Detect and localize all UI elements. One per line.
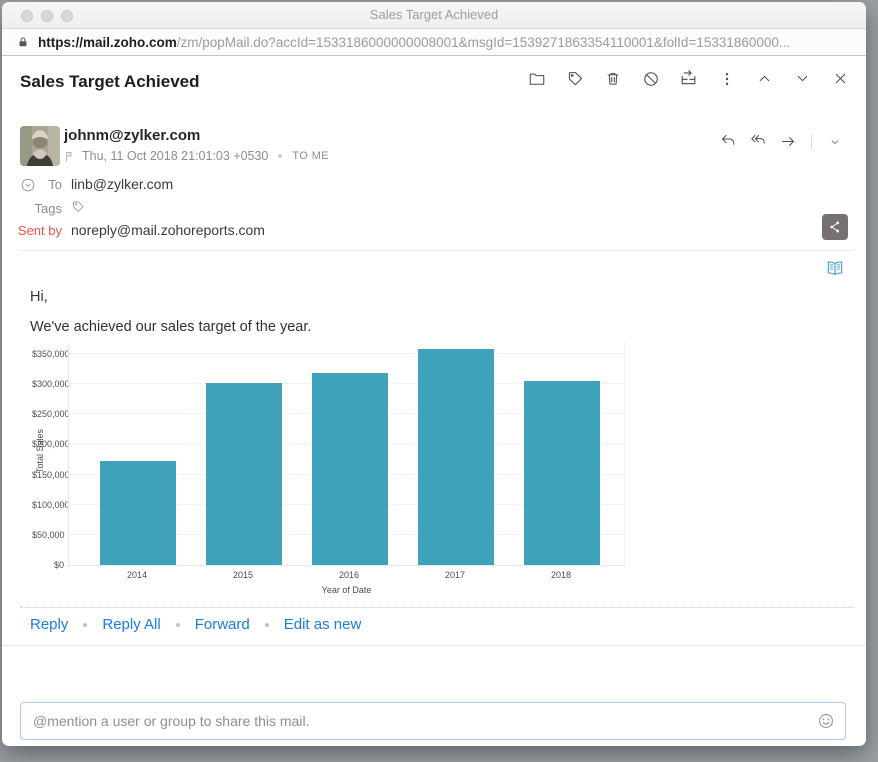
traffic-light-minimize[interactable] <box>41 10 53 22</box>
actions-bottom-divider <box>2 645 866 646</box>
mail-subject: Sales Target Achieved <box>20 72 200 91</box>
action-forward[interactable]: Forward <box>194 616 250 633</box>
x-tick-label: 2015 <box>232 570 254 580</box>
bar-2016 <box>312 373 388 565</box>
y-tick-label: $100,000 <box>32 499 70 510</box>
mention-input[interactable] <box>21 703 845 739</box>
emoji-icon[interactable] <box>817 712 835 730</box>
sent-by-value: noreply@mail.zohoreports.com <box>71 222 265 238</box>
window-title: Sales Target Achieved <box>369 7 499 22</box>
close-icon[interactable] <box>831 69 850 88</box>
bar-2015 <box>206 382 282 565</box>
tags-label: Tags <box>34 201 62 216</box>
mail-toolbar <box>527 69 850 88</box>
share-icon <box>830 221 840 233</box>
reading-mode-icon[interactable] <box>825 259 845 279</box>
sent-by-label: Sent by <box>17 222 62 238</box>
to-label: To <box>48 176 62 192</box>
mail-date: Thu, 11 Oct 2018 21:01:03 +0530 <box>82 149 269 163</box>
mention-bar <box>20 702 846 740</box>
sales-bar-chart: Total Sales $0 $50,000 $100,000 $150,000 $20… <box>32 342 632 600</box>
x-tick-label: 2016 <box>338 570 360 580</box>
bar-2017 <box>418 349 494 565</box>
tags-row: Tags <box>2 200 85 217</box>
flag-icon[interactable] <box>64 150 76 163</box>
add-tag-icon[interactable] <box>71 200 85 217</box>
y-tick-label: $0 <box>53 560 64 570</box>
action-reply-all[interactable]: Reply All <box>102 616 161 633</box>
action-reply[interactable]: Reply <box>30 616 69 633</box>
address-bar[interactable]: https://mail.zoho.com/zm/popMail.do?accI… <box>2 29 866 56</box>
y-tick-label: $200,000 <box>32 439 70 450</box>
x-tick-label: 2018 <box>550 570 572 580</box>
to-value[interactable]: linb@zylker.com <box>71 176 174 192</box>
traffic-lights <box>21 10 73 22</box>
chart-x-axis-label: Year of Date <box>321 585 372 595</box>
y-tick-label: $350,000 <box>32 348 70 359</box>
previous-mail-icon[interactable] <box>755 69 774 88</box>
x-tick-label: 2014 <box>126 570 148 580</box>
bar-2018 <box>524 381 600 565</box>
mail-content: Sales Target Achieved <box>2 56 866 745</box>
mark-spam-icon[interactable] <box>641 69 660 88</box>
mail-greeting: Hi, <box>30 289 48 305</box>
traffic-light-close[interactable] <box>21 10 33 22</box>
sent-by-row: Sent by noreply@mail.zohoreports.com <box>2 222 265 238</box>
chart-plot-area <box>68 342 625 566</box>
chart-x-ticks: 2014 2015 2016 2017 2018 <box>68 570 625 581</box>
reply-options-chevron-icon[interactable] <box>825 132 844 151</box>
expand-details-icon[interactable] <box>20 177 36 198</box>
chart-y-ticks: $0 $50,000 $100,000 $150,000 $200,000 $250,00… <box>32 342 70 570</box>
actions-top-divider <box>20 607 853 608</box>
to-row: To linb@zylker.com <box>2 176 173 192</box>
url-host: https://mail.zoho.com <box>38 34 177 50</box>
more-options-icon[interactable] <box>717 69 736 88</box>
reply-icon[interactable] <box>719 132 738 151</box>
window-titlebar: Sales Target Achieved <box>2 2 866 29</box>
to-me-badge[interactable]: TO ME <box>292 150 330 162</box>
mail-message: We've achieved our sales target of the y… <box>30 319 312 335</box>
header-divider <box>20 250 853 251</box>
sender-avatar[interactable] <box>20 126 60 166</box>
y-tick-label: $50,000 <box>32 529 65 540</box>
y-tick-label: $250,000 <box>32 409 70 420</box>
share-button[interactable] <box>822 214 848 240</box>
dot-separator <box>175 622 180 627</box>
url-path: /zm/popMail.do?accId=1533186000000008001… <box>176 34 791 50</box>
bar-2014 <box>100 461 176 565</box>
dot-separator <box>83 622 88 627</box>
x-tick-label: 2017 <box>444 570 466 580</box>
mail-actions: Reply Reply All Forward Edit as new <box>30 616 361 633</box>
lock-icon <box>19 37 27 47</box>
browser-popup-window: Sales Target Achieved https://mail.zoho.… <box>2 2 866 746</box>
quick-reply-icons <box>719 132 844 151</box>
next-mail-icon[interactable] <box>793 69 812 88</box>
archive-icon[interactable] <box>679 69 698 88</box>
page-url: https://mail.zoho.com/zm/popMail.do?accI… <box>38 35 790 50</box>
forward-icon[interactable] <box>779 132 798 151</box>
divider <box>811 133 812 150</box>
move-to-folder-icon[interactable] <box>527 69 546 88</box>
mail-meta-row: Thu, 11 Oct 2018 21:01:03 +0530 TO ME <box>64 149 329 163</box>
traffic-light-zoom[interactable] <box>61 10 73 22</box>
dot-separator <box>278 154 283 158</box>
sender-email[interactable]: johnm@zylker.com <box>64 127 201 144</box>
y-tick-label: $300,000 <box>32 379 70 390</box>
action-edit-as-new[interactable]: Edit as new <box>283 616 362 633</box>
reply-all-icon[interactable] <box>749 132 768 151</box>
tag-icon[interactable] <box>565 69 584 88</box>
delete-icon[interactable] <box>603 69 622 88</box>
y-tick-label: $150,000 <box>32 469 70 480</box>
dot-separator <box>264 622 269 627</box>
gridline <box>69 352 624 354</box>
